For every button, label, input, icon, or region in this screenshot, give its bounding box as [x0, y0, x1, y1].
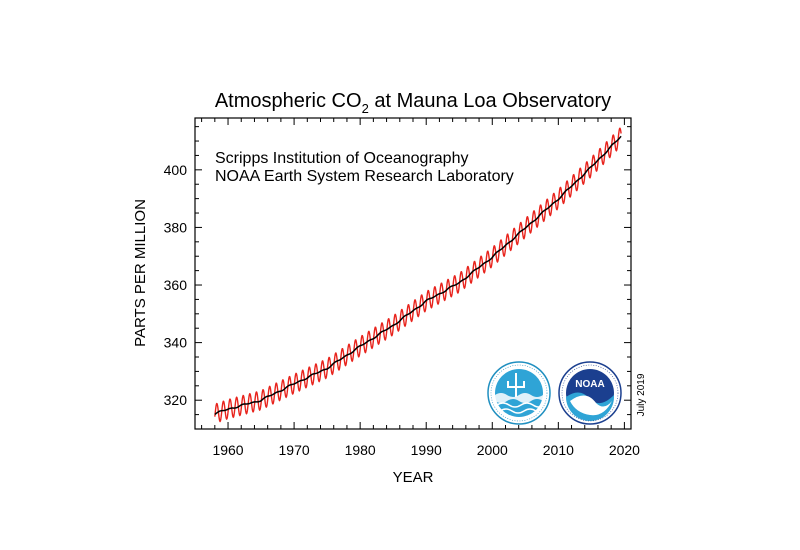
annotation-noaa: NOAA Earth System Research Laboratory: [215, 168, 514, 185]
chart-title-subscript: 2: [362, 101, 369, 116]
x-tick-label: 2000: [477, 442, 508, 458]
annotation-scripps: Scripps Institution of Oceanography: [215, 150, 468, 167]
x-tick-label: 1970: [279, 442, 310, 458]
series-monthly-line: [214, 127, 622, 423]
date-stamp: July 2019: [636, 373, 647, 416]
noaa-logo-icon: NOAA: [558, 361, 622, 425]
y-tick-label: 400: [164, 162, 188, 178]
x-tick-label: 1990: [411, 442, 442, 458]
chart-title: Atmospheric CO2 at Mauna Loa Observatory: [215, 90, 611, 116]
y-tick-label: 340: [164, 335, 188, 351]
series-trend-line: [214, 135, 622, 415]
y-tick-label: 380: [164, 219, 188, 235]
axis-ticks: [195, 118, 631, 429]
x-tick-label: 2010: [543, 442, 574, 458]
y-tick-label: 320: [164, 392, 188, 408]
x-tick-label: 2020: [609, 442, 640, 458]
x-axis-title: YEAR: [393, 469, 434, 486]
y-axis-title: PARTS PER MILLION: [132, 199, 149, 347]
chart-title-rest: at Mauna Loa Observatory: [369, 90, 611, 112]
y-tick-label: 360: [164, 277, 188, 293]
noaa-logo-text: NOAA: [575, 379, 604, 390]
chart-title-main: Atmospheric CO: [215, 90, 362, 112]
scripps-logo-icon: [487, 361, 551, 425]
tick-labels: 1960 1970 1980 1990 2000 2010 2020 320 340 360 380…: [164, 162, 641, 458]
x-tick-label: 1980: [345, 442, 376, 458]
x-tick-label: 1960: [212, 442, 243, 458]
